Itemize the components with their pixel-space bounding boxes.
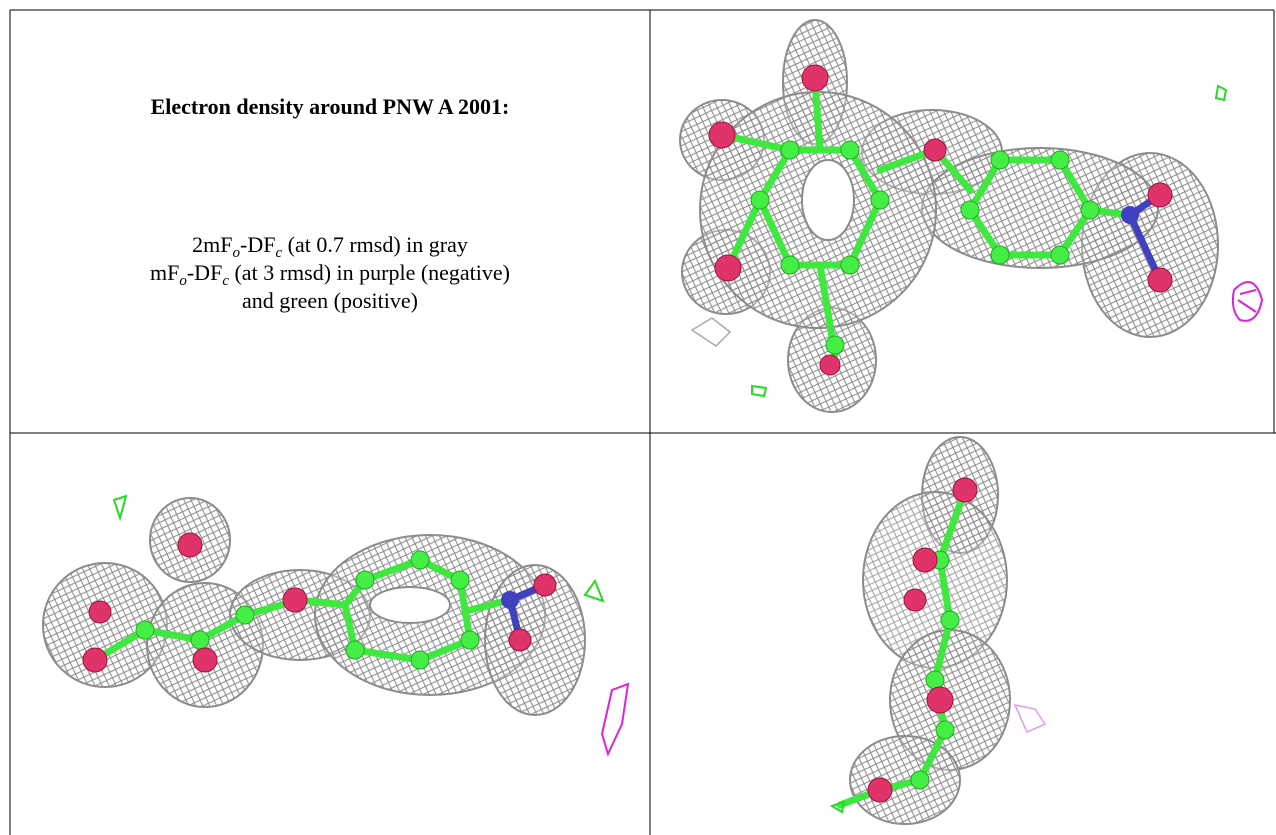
caption-text: -DF bbox=[187, 260, 222, 285]
density-view-end bbox=[832, 437, 1045, 824]
caption-line: mFo-DFc (at 3 rmsd) in purple (negative) bbox=[150, 260, 510, 289]
caption-text: (at 0.7 rmsd) in gray bbox=[282, 232, 468, 257]
caption-text: (at 3 rmsd) in purple (negative) bbox=[229, 260, 510, 285]
caption-text: -DF bbox=[240, 232, 275, 257]
cell-title: Electron density around PNW A 2001: bbox=[151, 94, 510, 119]
density-view-side bbox=[43, 496, 628, 754]
density-view-top bbox=[680, 20, 1262, 412]
caption-text: 2mF bbox=[192, 232, 232, 257]
caption-line: and green (positive) bbox=[242, 288, 418, 313]
caption-text: mF bbox=[150, 260, 179, 285]
caption-line: 2mFo-DFc (at 0.7 rmsd) in gray bbox=[192, 232, 468, 261]
figure-page: Electron density around PNW A 2001: 2mFo… bbox=[0, 0, 1276, 835]
caption-text: and green (positive) bbox=[242, 288, 418, 313]
